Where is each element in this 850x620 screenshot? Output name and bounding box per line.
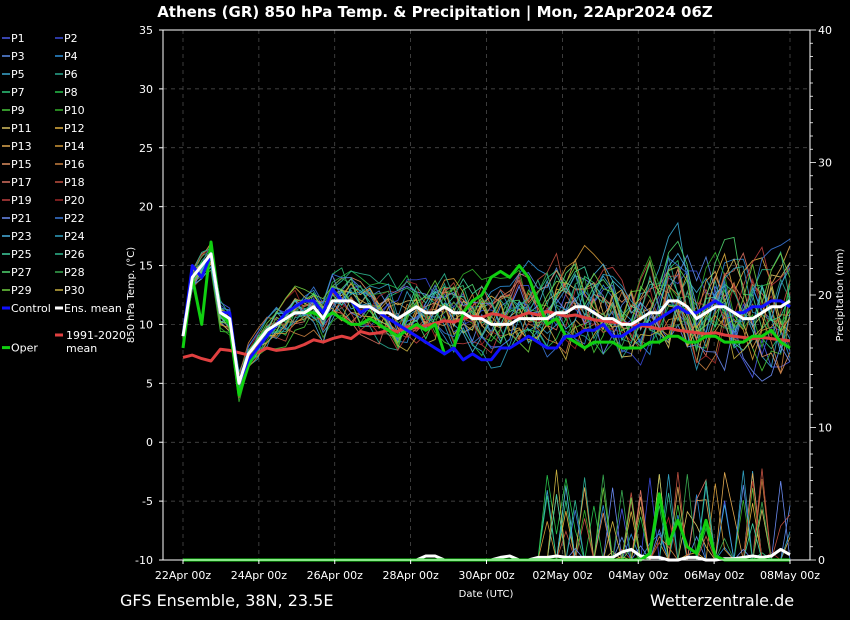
legend-label: P3 xyxy=(11,50,25,63)
x-tick-label: 30Apr 00z xyxy=(458,569,515,582)
legend-label: P24 xyxy=(64,230,85,243)
ensemble-member-line xyxy=(182,252,791,393)
ensemble-member-line xyxy=(182,246,791,390)
legend-label: P20 xyxy=(64,194,85,207)
legend-label: P21 xyxy=(11,212,32,225)
y-tick-label: 0 xyxy=(146,436,153,449)
x-tick-label: 06May 00z xyxy=(684,569,744,582)
y2-tick-label: 20 xyxy=(818,289,832,302)
x-axis-label: Date (UTC) xyxy=(459,589,514,600)
x-tick-label: 22Apr 00z xyxy=(155,569,212,582)
legend-label: P18 xyxy=(64,176,85,189)
legend-label: 1991-2020 mean xyxy=(66,329,126,355)
x-tick-label: 08May 00z xyxy=(760,569,820,582)
legend-label: Control xyxy=(11,302,51,315)
legend-label: P14 xyxy=(64,140,85,153)
y2-tick-label: 10 xyxy=(818,422,832,435)
series-line-ens-mean xyxy=(181,252,791,385)
legend-label: Ens. mean xyxy=(64,302,122,315)
y2-axis-label: Precipitation (mm) xyxy=(835,248,846,341)
legend-label: P27 xyxy=(11,266,32,279)
legend-label: P19 xyxy=(11,194,32,207)
y-tick-label: 25 xyxy=(139,142,153,155)
series-line-1991-2020-mean xyxy=(182,310,791,363)
legend-label: P7 xyxy=(11,86,25,99)
x-tick-label: 04May 00z xyxy=(608,569,668,582)
legend-label: P5 xyxy=(11,68,25,81)
y-tick-label: 20 xyxy=(139,201,153,214)
legend-label: P17 xyxy=(11,176,32,189)
legend-label: P10 xyxy=(64,104,85,117)
ensemble-member-line xyxy=(182,246,791,398)
ensemble-member-line xyxy=(182,247,791,381)
legend-label: P1 xyxy=(11,32,25,45)
legend-label: P13 xyxy=(11,140,32,153)
y2-tick-label: 0 xyxy=(818,554,825,567)
y-tick-label: 5 xyxy=(146,377,153,390)
legend-label: P28 xyxy=(64,266,85,279)
legend-label: P29 xyxy=(11,284,32,297)
y-tick-label: 10 xyxy=(139,318,153,331)
y2-tick-label: 30 xyxy=(818,157,832,170)
x-axis-ticks: 22Apr 00z 24Apr 00z 26Apr 00z 28Apr 00z 30Ap… xyxy=(155,560,820,582)
legend-label: P6 xyxy=(64,68,78,81)
legend-label: P8 xyxy=(64,86,78,99)
chart-title: Athens (GR) 850 hPa Temp. & Precipitatio… xyxy=(157,3,713,22)
legend-label: P22 xyxy=(64,212,85,225)
series-line-control xyxy=(181,252,791,385)
legend: P1 P2 P3 P4 P5 P6 P7 P8 P9 P10 P11 P12 P13 P14 P15 P16 P… xyxy=(2,32,126,355)
y-tick-label: 30 xyxy=(139,83,153,96)
legend-label: P15 xyxy=(11,158,32,171)
y-axis-label: 850 hPa Temp. (°C) xyxy=(126,247,137,343)
legend-label: P4 xyxy=(64,50,78,63)
legend-label: P30 xyxy=(64,284,85,297)
x-tick-label: 24Apr 00z xyxy=(231,569,288,582)
legend-label: P23 xyxy=(11,230,32,243)
y2-axis-ticks: 40 30 20 10 0 xyxy=(810,24,832,567)
legend-label: P12 xyxy=(64,122,85,135)
x-tick-label: 26Apr 00z xyxy=(307,569,364,582)
y-tick-label: 35 xyxy=(139,24,153,37)
footer-site: Wetterzentrale.de xyxy=(650,591,794,610)
x-tick-label: 02May 00z xyxy=(532,569,592,582)
y-tick-label: -5 xyxy=(142,495,153,508)
legend-label: P2 xyxy=(64,32,78,45)
legend-label: Oper xyxy=(11,342,38,355)
legend-label: P9 xyxy=(11,104,25,117)
y-tick-label: 15 xyxy=(139,260,153,273)
x-tick-label: 28Apr 00z xyxy=(382,569,439,582)
legend-label: P25 xyxy=(11,248,32,261)
footer-source: GFS Ensemble, 38N, 23.5E xyxy=(120,591,333,610)
legend-label: P11 xyxy=(11,122,32,135)
y-axis-ticks: 35 30 25 20 15 10 5 0 -5 -10 xyxy=(135,24,163,567)
y2-tick-label: 40 xyxy=(818,24,832,37)
legend-label: P26 xyxy=(64,248,85,261)
y-tick-label: -10 xyxy=(135,554,153,567)
legend-label: P16 xyxy=(64,158,85,171)
